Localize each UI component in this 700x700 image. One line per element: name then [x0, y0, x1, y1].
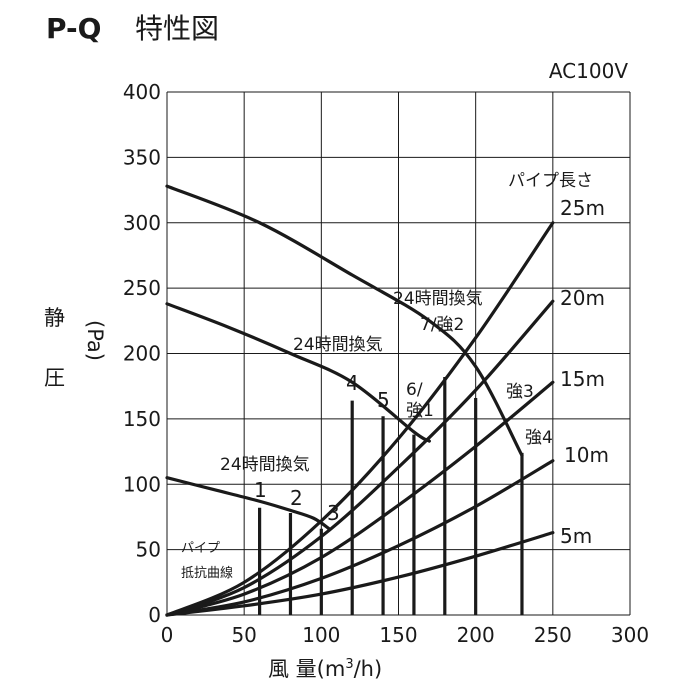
- op-label-6b: 強1: [406, 401, 434, 421]
- x-tick-label-50: 50: [231, 623, 256, 647]
- y-tick-label-200: 200: [123, 342, 161, 366]
- x-tick-label-300: 300: [611, 623, 649, 647]
- pipe-curve-25m: [165, 221, 555, 617]
- pipe-length-header: パイプ長さ: [508, 171, 593, 191]
- x-axis-label: 風 量(m3/h): [268, 657, 382, 681]
- x-axis-label-main: 風 量(m: [268, 657, 345, 681]
- pipe-curve-label-b: 抵抗曲線: [181, 565, 233, 581]
- y-axis-unit: (Pa): [83, 320, 107, 361]
- x-tick-labels: 0 50 100 150 200 250 300: [161, 623, 649, 647]
- y-tick-label-150: 150: [123, 407, 161, 431]
- pipe-curve-label-a: パイプ: [181, 541, 220, 556]
- pipe-label-25m: 25m: [560, 196, 605, 220]
- annotation-vent-mid: 24時間換気: [293, 335, 383, 355]
- x-tick-label-0: 0: [161, 623, 174, 647]
- operating-point-bars: [258, 377, 524, 615]
- annotation-vent-high: 24時間換気: [393, 289, 483, 309]
- y-tick-label-50: 50: [136, 538, 161, 562]
- x-axis-label-sup: 3: [345, 657, 353, 672]
- x-tick-label-150: 150: [379, 623, 417, 647]
- y-axis-label-char-2: 圧: [44, 366, 65, 390]
- fan-curves: [165, 184, 524, 531]
- y-axis-label-char-1: 静: [44, 306, 65, 330]
- y-tick-label-400: 400: [123, 80, 161, 104]
- pipe-curve-5m: [165, 531, 555, 617]
- op-label-5: 5: [377, 388, 390, 412]
- annotation-vent-low: 24時間換気: [220, 455, 310, 475]
- pipe-label-20m: 20m: [560, 286, 605, 310]
- pipe-curve-20m: [165, 299, 555, 617]
- fan-curve-2: [165, 302, 431, 443]
- y-tick-label-300: 300: [123, 211, 161, 235]
- op-label-4: 4: [346, 371, 359, 395]
- chart-title-bold: P-Q: [46, 12, 101, 45]
- pipe-resistance-curves: [165, 221, 555, 617]
- pipe-label-5m: 5m: [560, 524, 592, 548]
- chart-title-rest: 特性図: [135, 12, 219, 45]
- x-tick-label-100: 100: [302, 623, 340, 647]
- y-tick-label-100: 100: [123, 472, 161, 496]
- pipe-label-15m: 15m: [560, 367, 605, 391]
- pipe-curve-15m: [165, 380, 555, 617]
- op-label-1: 1: [254, 478, 267, 502]
- op-label-6a: 6/: [406, 380, 423, 400]
- x-tick-label-250: 250: [534, 623, 572, 647]
- fan-curve-3: [165, 184, 524, 458]
- annotation-op7: 7/強2: [420, 315, 464, 335]
- op-label-9: 強4: [525, 428, 553, 448]
- op-label-2: 2: [290, 486, 303, 510]
- fan-curve-1: [165, 476, 331, 531]
- x-axis-label-tail: /h): [354, 657, 383, 681]
- op-label-3: 3: [327, 501, 340, 525]
- pipe-curve-10m: [165, 459, 555, 617]
- y-tick-label-0: 0: [148, 603, 161, 627]
- op-label-8: 強3: [506, 382, 534, 402]
- y-tick-label-350: 350: [123, 145, 161, 169]
- y-tick-label-250: 250: [123, 276, 161, 300]
- x-tick-label-200: 200: [457, 623, 495, 647]
- voltage-label: AC100V: [549, 59, 628, 83]
- pipe-label-10m: 10m: [564, 443, 609, 467]
- y-tick-labels: 0 50 100 150 200 250 300 350 400: [123, 80, 161, 627]
